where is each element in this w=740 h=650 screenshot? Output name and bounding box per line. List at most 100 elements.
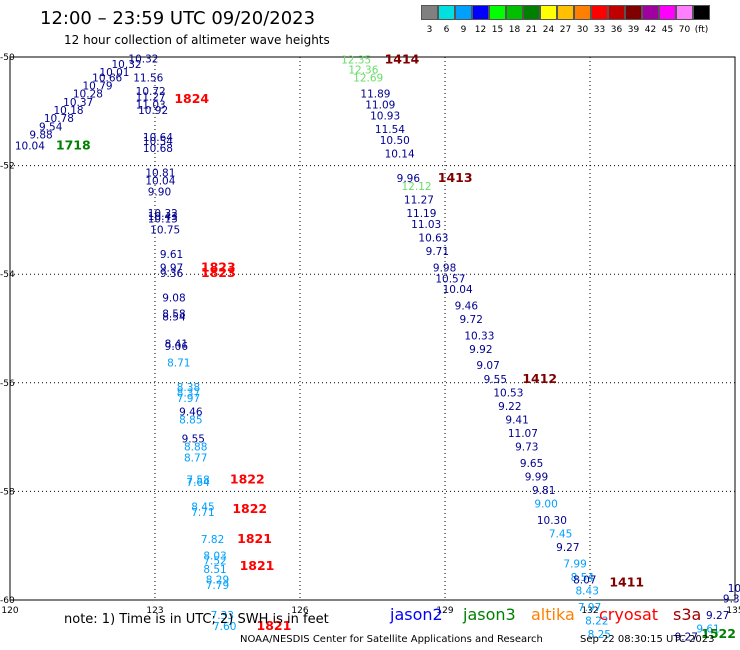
swh-value-label: 10.54 bbox=[143, 136, 173, 148]
swh-value-label: 10.53 bbox=[493, 387, 523, 399]
swh-value-label: 10.01 bbox=[99, 67, 129, 79]
swh-value-label: 11.56 bbox=[133, 72, 163, 84]
swh-value-label: 7.82 bbox=[201, 534, 224, 546]
swh-value-label: 7.52 bbox=[203, 556, 226, 568]
swh-value-label: 9.27 bbox=[675, 632, 698, 644]
swh-value-label: 10.32 bbox=[112, 59, 142, 71]
swh-value-label: 7.60 bbox=[213, 621, 236, 633]
swh-value-label: 8.38 bbox=[177, 382, 200, 394]
latitude-tick-label: -54 bbox=[0, 270, 15, 280]
swh-value-label: 10.64 bbox=[143, 132, 173, 144]
longitude-tick-label: 129 bbox=[436, 606, 453, 616]
colorbar-label: 9 bbox=[460, 25, 467, 35]
pass-time-label: 1821 bbox=[240, 558, 275, 573]
swh-value-label: 9.07 bbox=[476, 360, 499, 372]
swh-value-label: 9.96 bbox=[397, 173, 421, 185]
colorbar-label: 6 bbox=[443, 25, 450, 35]
pass-time-label: 1821 bbox=[237, 531, 272, 546]
pass-time-label: 1413 bbox=[438, 170, 473, 185]
swh-value-label: 12.35 bbox=[341, 55, 371, 67]
swh-value-label: 11.07 bbox=[508, 428, 538, 440]
swh-value-label: 9.08 bbox=[162, 292, 185, 304]
longitude-tick-label: 126 bbox=[291, 606, 308, 616]
swh-value-label: 10.68 bbox=[143, 143, 173, 155]
colorbar-swatch bbox=[523, 5, 540, 20]
footer-timestamp: Sep 22 08:30:15 UTC 2023 bbox=[580, 634, 715, 645]
swh-value-label: 8.41 bbox=[165, 339, 188, 351]
longitude-tick-label: 135 bbox=[726, 606, 740, 616]
pass-time-label: 1414 bbox=[385, 52, 420, 67]
swh-value-label: 8.43 bbox=[576, 586, 599, 598]
swh-value-label: 8.77 bbox=[184, 453, 207, 465]
swh-value-label: 9.61 bbox=[696, 624, 719, 636]
swh-value-label: 8.85 bbox=[179, 415, 202, 427]
swh-value-label: 10.43 bbox=[148, 211, 178, 223]
swh-value-label: 12.36 bbox=[348, 64, 378, 76]
swh-value-label: 9.55 bbox=[484, 374, 507, 386]
swh-value-label: 7.58 bbox=[186, 474, 209, 486]
colorbar-swatch bbox=[659, 5, 676, 20]
swh-value-label: 8.45 bbox=[191, 501, 214, 513]
swh-value-label: 8.51 bbox=[203, 564, 226, 576]
swh-value-label: 12.12 bbox=[402, 181, 432, 193]
colorbar-label: 42 bbox=[644, 25, 657, 35]
swh-value-label: 10.04 bbox=[443, 284, 473, 296]
swh-value-label: 9.46 bbox=[455, 300, 479, 312]
swh-value-label: 10.75 bbox=[150, 224, 180, 236]
colorbar-swatch bbox=[574, 5, 591, 20]
swh-value-label: 11.03 bbox=[411, 219, 441, 231]
swh-value-label: 9.27 bbox=[556, 542, 579, 554]
swh-value-label: 9.72 bbox=[460, 314, 483, 326]
colorbar-swatch bbox=[642, 5, 659, 20]
swh-value-label: 9.46 bbox=[179, 406, 203, 418]
colorbar-label: 33 bbox=[593, 25, 606, 35]
colorbar-swatch bbox=[438, 5, 455, 20]
swh-value-label: 9.55 bbox=[182, 434, 205, 446]
pass-time-label: 1522 bbox=[701, 626, 736, 641]
swh-value-label: 10.33 bbox=[464, 330, 494, 342]
swh-value-label: 7.79 bbox=[206, 580, 229, 592]
legend-cryosat: cryosat bbox=[599, 605, 659, 624]
longitude-tick-label: 132 bbox=[581, 606, 598, 616]
pass-time-label: 1821 bbox=[257, 618, 292, 633]
colorbar-label: 36 bbox=[610, 25, 623, 35]
swh-value-label: 8.54 bbox=[162, 311, 186, 323]
swh-value-label: 9.06 bbox=[165, 341, 189, 353]
swh-value-label: 11.89 bbox=[360, 89, 390, 101]
swh-value-label: 9.98 bbox=[433, 262, 456, 274]
swh-value-label: 10.04 bbox=[15, 140, 45, 152]
swh-value-label: 8.25 bbox=[588, 629, 611, 641]
colorbar-swatch bbox=[455, 5, 472, 20]
latitude-tick-label: -60 bbox=[0, 596, 15, 606]
swh-value-label: 11.03 bbox=[136, 100, 166, 112]
swh-value-label: 10.63 bbox=[418, 233, 448, 245]
legend-jason2: jason2 bbox=[390, 605, 443, 624]
pass-time-label: 1824 bbox=[174, 91, 209, 106]
swh-value-label: 9.61 bbox=[160, 249, 183, 261]
swh-value-label: 11.27 bbox=[404, 195, 434, 207]
swh-value-label: 8.22 bbox=[585, 615, 608, 627]
swh-value-label: 8.37 bbox=[177, 387, 200, 399]
colorbar-label: 3 bbox=[426, 25, 433, 35]
longitude-tick-label: 120 bbox=[1, 606, 18, 616]
swh-value-label: 7.33 bbox=[211, 610, 234, 622]
swh-value-label: 10.28 bbox=[73, 89, 103, 101]
legend-jason3: jason3 bbox=[463, 605, 516, 624]
swh-value-label: 10.78 bbox=[44, 113, 74, 125]
colorbar-swatch bbox=[693, 5, 710, 20]
footer-credit: NOAA/NESDIS Center for Satellite Applica… bbox=[240, 634, 543, 645]
colorbar-swatch bbox=[421, 5, 438, 20]
swh-value-label: 10.81 bbox=[145, 167, 175, 179]
map-title: 12:00 – 23:59 UTC 09/20/2023 bbox=[40, 8, 316, 29]
swh-value-label: 9.36 bbox=[160, 268, 184, 280]
latitude-tick-label: -56 bbox=[0, 379, 15, 389]
swh-value-label: 10.50 bbox=[380, 135, 410, 147]
colorbar-label: 15 bbox=[491, 25, 504, 35]
pass-time-label: 1411 bbox=[609, 574, 644, 589]
swh-value-label: 8.58 bbox=[162, 309, 185, 321]
swh-value-label: 10.57 bbox=[435, 273, 465, 285]
swh-value-label: 7.71 bbox=[191, 507, 214, 519]
legend-s3a: s3a bbox=[673, 605, 702, 624]
pass-time-label: 1822 bbox=[232, 501, 267, 516]
swh-value-label: 7.99 bbox=[563, 558, 586, 570]
